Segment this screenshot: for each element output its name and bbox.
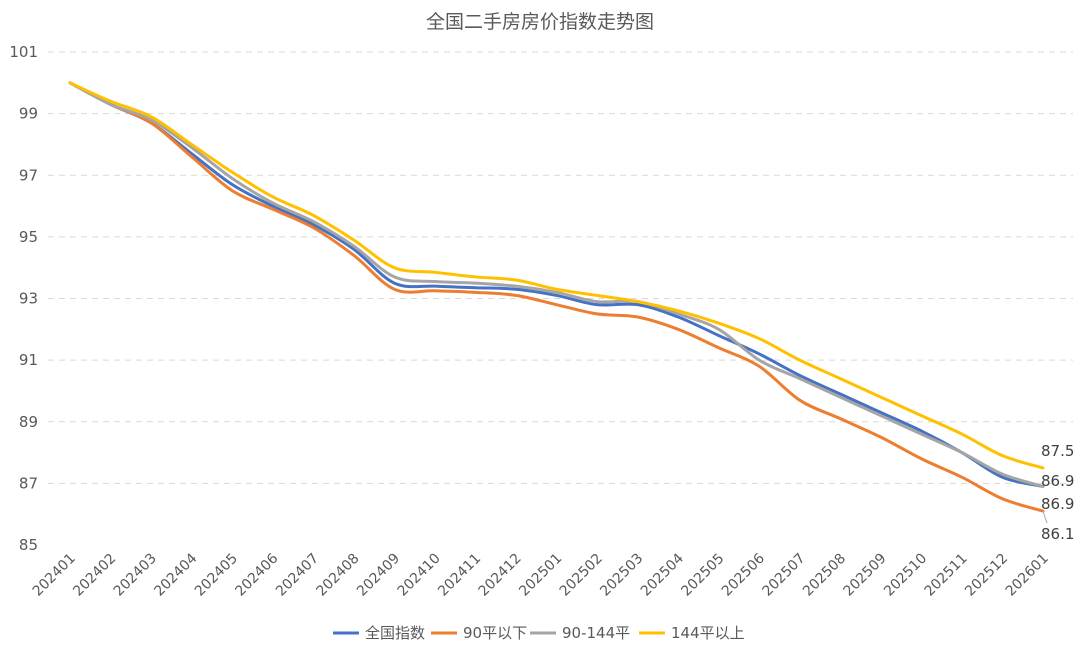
legend: 全国指数 90平以下 90-144平 144平以上 (333, 624, 745, 642)
data-label: 86.9 (1041, 472, 1074, 490)
y-tick-label: 99 (19, 105, 38, 123)
x-tick-label: 202404 (151, 550, 200, 599)
label-leader-line (1042, 510, 1048, 524)
x-tick-label: 202409 (354, 551, 403, 600)
x-tick-label: 202502 (557, 551, 606, 600)
legend-label: 144平以上 (671, 624, 745, 642)
grid (48, 51, 1073, 484)
data-label: 87.5 (1041, 442, 1074, 460)
x-tick-label: 202510 (881, 551, 930, 600)
series-line-0 (68, 81, 1045, 488)
x-tick-label: 202504 (638, 550, 687, 599)
y-tick-label: 97 (19, 166, 38, 184)
x-tick-label: 202501 (516, 551, 565, 600)
x-axis-ticks: 2024012024022024032024042024052024062024… (30, 550, 1052, 599)
x-tick-label: 202405 (192, 551, 241, 600)
x-tick-label: 202508 (800, 551, 849, 600)
data-label: 86.9 (1041, 495, 1074, 513)
series-line-3 (68, 81, 1045, 470)
x-tick-label: 202503 (597, 551, 646, 600)
x-tick-label: 202601 (1003, 551, 1052, 600)
y-tick-label: 89 (19, 413, 38, 431)
x-tick-label: 202407 (273, 551, 322, 600)
legend-label: 90平以下 (463, 624, 527, 642)
x-tick-label: 202401 (30, 551, 79, 600)
y-tick-label: 85 (19, 536, 38, 554)
y-tick-label: 95 (19, 228, 38, 246)
legend-label: 全国指数 (365, 624, 425, 642)
x-tick-label: 202406 (232, 550, 281, 599)
data-label: 86.1 (1041, 525, 1074, 543)
x-tick-label: 202506 (719, 550, 768, 599)
x-tick-label: 202505 (678, 551, 727, 600)
x-tick-label: 202412 (476, 551, 525, 600)
x-tick-label: 202411 (435, 551, 484, 600)
y-tick-label: 87 (19, 474, 38, 492)
series-line-1 (68, 81, 1045, 513)
x-tick-label: 202507 (759, 551, 808, 600)
x-tick-label: 202402 (70, 551, 119, 600)
x-tick-label: 202512 (962, 551, 1011, 600)
series-lines (68, 81, 1045, 513)
legend-label: 90-144平 (562, 624, 630, 642)
x-tick-label: 202509 (841, 551, 890, 600)
chart-title: 全国二手房房价指数走势图 (426, 11, 654, 33)
x-tick-label: 202403 (111, 551, 160, 600)
x-tick-label: 202511 (922, 551, 971, 600)
y-axis-ticks: 85 87 89 91 93 95 97 99 101 (9, 43, 38, 554)
y-tick-label: 93 (19, 290, 38, 308)
series-line-2 (68, 81, 1045, 488)
y-tick-label: 91 (19, 351, 38, 369)
y-tick-label: 101 (9, 43, 38, 61)
x-tick-label: 202408 (314, 551, 363, 600)
data-labels: 87.5 86.9 86.9 86.1 (1041, 442, 1074, 543)
x-tick-label: 202410 (395, 551, 444, 600)
